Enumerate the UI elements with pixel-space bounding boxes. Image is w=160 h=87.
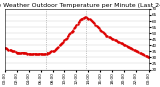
Title: Milwaukee Weather Outdoor Temperature per Minute (Last 24 Hours): Milwaukee Weather Outdoor Temperature pe… [0, 3, 160, 8]
